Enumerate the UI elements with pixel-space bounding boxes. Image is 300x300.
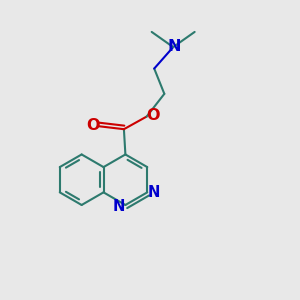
Text: N: N xyxy=(167,39,181,54)
Text: N: N xyxy=(148,185,160,200)
Text: O: O xyxy=(146,108,159,123)
Text: N: N xyxy=(113,199,125,214)
Text: O: O xyxy=(86,118,100,133)
